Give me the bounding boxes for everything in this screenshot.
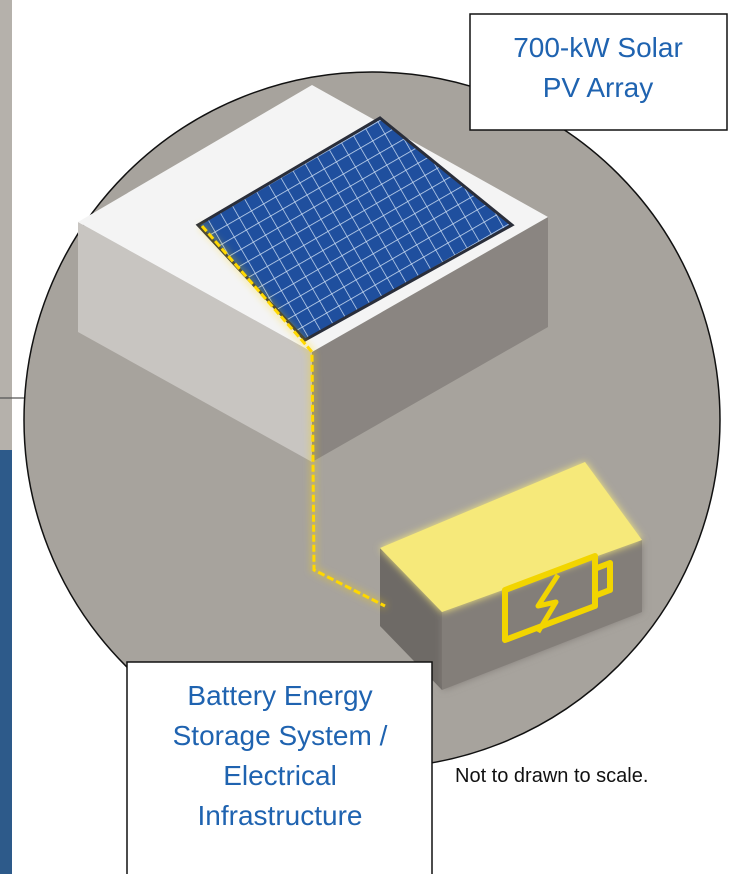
side-strip-blue [0,450,12,874]
battery-label: Infrastructure [198,800,363,831]
battery-label: Battery Energy [187,680,372,711]
solar-label: PV Array [543,72,653,103]
solar-label: 700-kW Solar [513,32,683,63]
side-strip [0,0,12,450]
diagram: 700-kW Solar PV Array Battery Energy Sto… [0,0,738,874]
note: Not to drawn to scale. [455,765,648,787]
battery-label: Storage System / [173,720,388,751]
page: {"solar_label": {"lines": ["700-kW Solar… [0,0,738,874]
battery-label: Electrical [223,760,337,791]
